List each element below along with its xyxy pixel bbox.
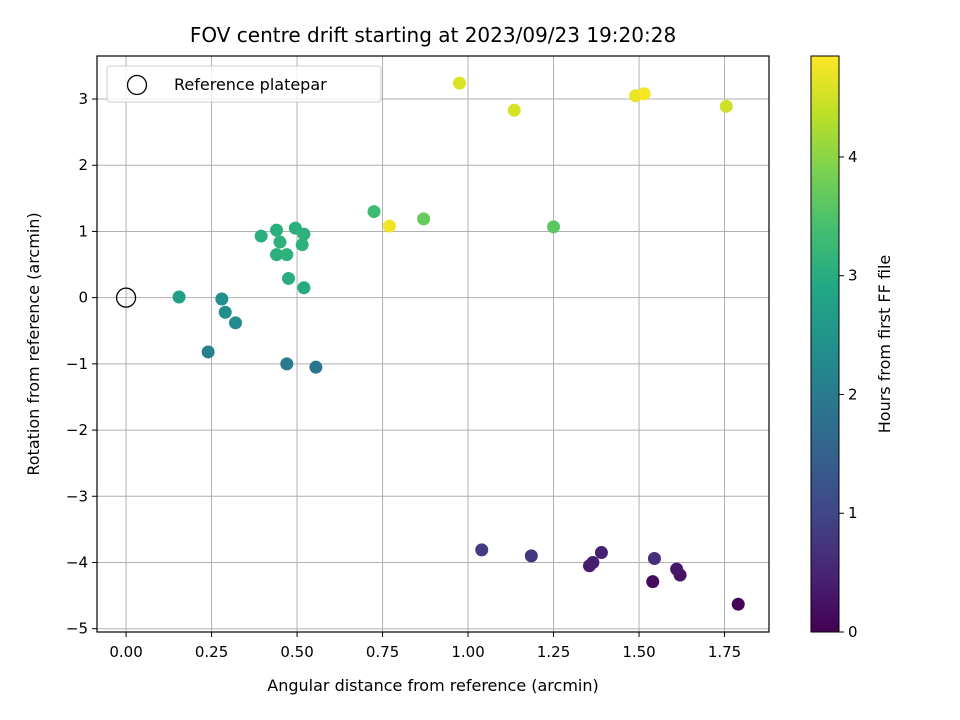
y-axis-label: Rotation from reference (arcmin): [24, 212, 43, 475]
data-point: [670, 562, 684, 576]
data-point: [280, 248, 294, 262]
data-point: [507, 103, 521, 117]
y-tick-label: −1: [66, 355, 88, 373]
data-point: [637, 87, 651, 101]
data-point: [282, 271, 296, 285]
y-tick-label: −3: [66, 487, 88, 505]
y-axis: −5 −4 −3 −2 −1 0 1 2 3: [66, 90, 97, 638]
y-tick-label: 1: [78, 222, 88, 240]
colorbar: 0 1 2 3 4 Hours from first FF file: [810, 55, 894, 641]
data-point: [367, 205, 381, 219]
data-point: [475, 543, 489, 557]
data-point: [719, 99, 733, 113]
data-point: [270, 248, 284, 262]
data-point: [172, 290, 186, 304]
legend-label-reference-platepar: Reference platepar: [174, 75, 327, 94]
data-point: [254, 229, 268, 243]
data-point: [297, 281, 311, 295]
colorbar-gradient: [810, 55, 840, 633]
x-tick-label: 1.50: [622, 643, 655, 661]
plot-frame: [96, 55, 770, 633]
x-axis: 0.00 0.25 0.50 0.75 1.00 1.25 1.50 1.75: [109, 632, 741, 661]
data-point: [295, 238, 309, 252]
data-point: [309, 360, 323, 374]
data-point: [524, 549, 538, 563]
colorbar-tick-label: 3: [848, 267, 858, 285]
x-tick-label: 1.00: [451, 643, 484, 661]
data-point: [586, 555, 600, 569]
data-point: [218, 305, 232, 319]
colorbar-tick-label: 1: [848, 504, 858, 522]
data-points: [115, 76, 745, 611]
x-tick-label: 0.50: [280, 643, 313, 661]
colorbar-tick-label: 4: [848, 148, 858, 166]
data-point: [731, 597, 745, 611]
grid: [97, 56, 769, 632]
colorbar-ticks: 0 1 2 3 4: [839, 148, 858, 641]
legend-reference-marker: [126, 74, 148, 96]
y-tick-label: 0: [78, 289, 88, 307]
data-point: [417, 212, 431, 226]
data-point: [273, 235, 287, 249]
data-point: [229, 316, 243, 330]
reference-platepar-marker: [115, 287, 137, 308]
data-point: [215, 292, 229, 306]
y-tick-label: −4: [66, 553, 88, 571]
colorbar-tick-label: 2: [848, 385, 858, 403]
colorbar-tick-label: 0: [848, 623, 858, 641]
x-tick-label: 0.00: [109, 643, 142, 661]
data-point: [201, 345, 215, 359]
colorbar-label: Hours from first FF file: [875, 255, 894, 434]
x-tick-label: 0.25: [195, 643, 228, 661]
data-point: [280, 357, 294, 371]
x-axis-label: Angular distance from reference (arcmin): [267, 676, 598, 695]
y-tick-label: −5: [66, 620, 88, 638]
legend-box: [106, 65, 382, 103]
data-point: [594, 546, 608, 560]
legend: Reference platepar: [106, 65, 382, 103]
data-point: [646, 575, 660, 589]
data-point: [382, 219, 396, 233]
y-tick-label: 2: [78, 156, 88, 174]
x-tick-label: 1.75: [708, 643, 741, 661]
data-point: [453, 76, 467, 90]
x-tick-label: 0.75: [366, 643, 399, 661]
data-point: [647, 552, 661, 566]
chart-title: FOV centre drift starting at 2023/09/23 …: [190, 23, 676, 47]
data-point: [297, 227, 311, 241]
y-tick-label: 3: [78, 90, 88, 108]
data-point: [270, 223, 284, 237]
x-tick-label: 1.25: [537, 643, 570, 661]
data-point: [547, 220, 561, 234]
y-tick-label: −2: [66, 421, 88, 439]
